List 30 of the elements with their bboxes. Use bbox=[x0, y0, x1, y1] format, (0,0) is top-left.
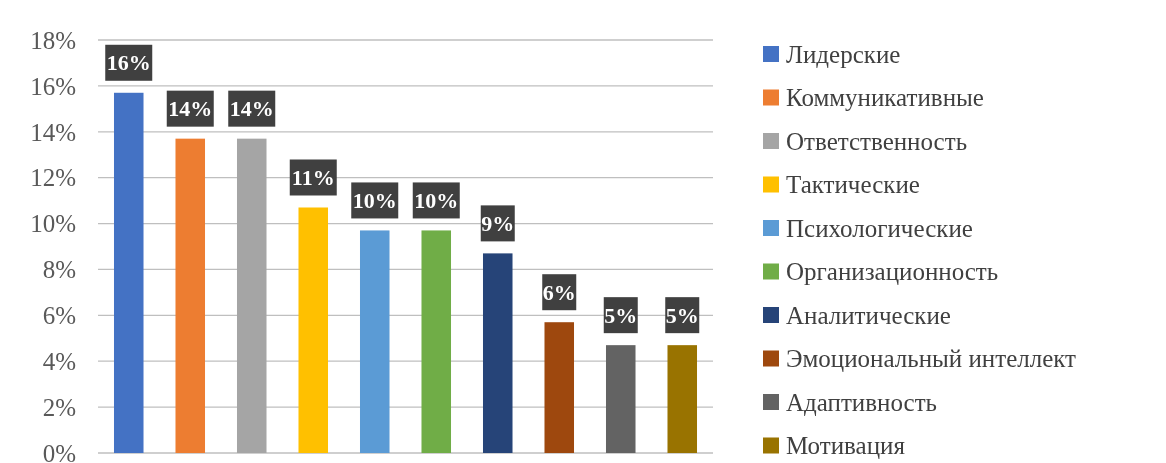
y-tick-label: 6% bbox=[42, 302, 76, 330]
legend-label: Ответственность bbox=[786, 127, 968, 155]
legend-label: Организационность bbox=[786, 258, 999, 286]
data-label: 5% bbox=[665, 302, 699, 328]
data-label: 10% bbox=[414, 188, 459, 214]
y-tick-label: 2% bbox=[42, 393, 76, 421]
legend-label: Аналитические bbox=[786, 301, 951, 329]
legend-label: Лидерские bbox=[786, 40, 901, 68]
y-tick-label: 16% bbox=[30, 72, 76, 100]
data-label: 11% bbox=[291, 165, 335, 191]
data-label: 10% bbox=[352, 188, 397, 214]
data-label: 6% bbox=[542, 279, 576, 305]
y-tick-label: 0% bbox=[42, 439, 76, 463]
legend-label: Тактические bbox=[786, 171, 920, 199]
legend-label: Эмоциональный интеллект bbox=[786, 345, 1077, 373]
legend-label: Психологические bbox=[786, 214, 973, 242]
legend-label: Адаптивность bbox=[786, 388, 937, 416]
data-label: 14% bbox=[229, 96, 274, 122]
data-label: 9% bbox=[481, 211, 515, 237]
y-tick-label: 8% bbox=[42, 256, 76, 284]
data-label: 5% bbox=[604, 302, 638, 328]
y-tick-label: 12% bbox=[30, 164, 76, 192]
y-tick-label: 18% bbox=[30, 26, 76, 54]
y-tick-label: 4% bbox=[42, 347, 76, 375]
y-tick-label: 14% bbox=[30, 118, 76, 146]
legend-label: Коммуникативные bbox=[786, 84, 984, 112]
data-label: 14% bbox=[168, 96, 213, 122]
y-tick-label: 10% bbox=[30, 210, 76, 238]
legend-label: Мотивация bbox=[786, 432, 906, 460]
data-label: 16% bbox=[106, 50, 151, 76]
